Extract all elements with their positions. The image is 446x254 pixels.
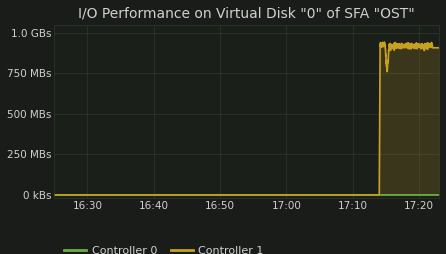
Controller 0 bbox=[156, 193, 161, 196]
Controller 1 bbox=[156, 193, 161, 196]
Controller 1 bbox=[150, 193, 155, 196]
Controller 0 bbox=[436, 193, 442, 196]
Controller 1 bbox=[436, 46, 442, 49]
Controller 0 bbox=[419, 193, 425, 196]
Controller 1 bbox=[25, 193, 31, 196]
Controller 1 bbox=[384, 64, 389, 67]
Controller 1 bbox=[176, 193, 182, 196]
Legend: Controller 0, Controller 1: Controller 0, Controller 1 bbox=[60, 242, 268, 254]
Controller 1 bbox=[78, 193, 84, 196]
Line: Controller 1: Controller 1 bbox=[21, 42, 439, 195]
Controller 1 bbox=[18, 193, 24, 196]
Controller 0 bbox=[384, 193, 389, 196]
Controller 0 bbox=[176, 193, 182, 196]
Controller 0 bbox=[150, 193, 155, 196]
Controller 1 bbox=[420, 43, 425, 46]
Controller 1 bbox=[381, 41, 387, 44]
Controller 0 bbox=[78, 193, 83, 196]
Controller 0 bbox=[18, 193, 24, 196]
Title: I/O Performance on Virtual Disk "0" of SFA "OST": I/O Performance on Virtual Disk "0" of S… bbox=[78, 7, 415, 21]
